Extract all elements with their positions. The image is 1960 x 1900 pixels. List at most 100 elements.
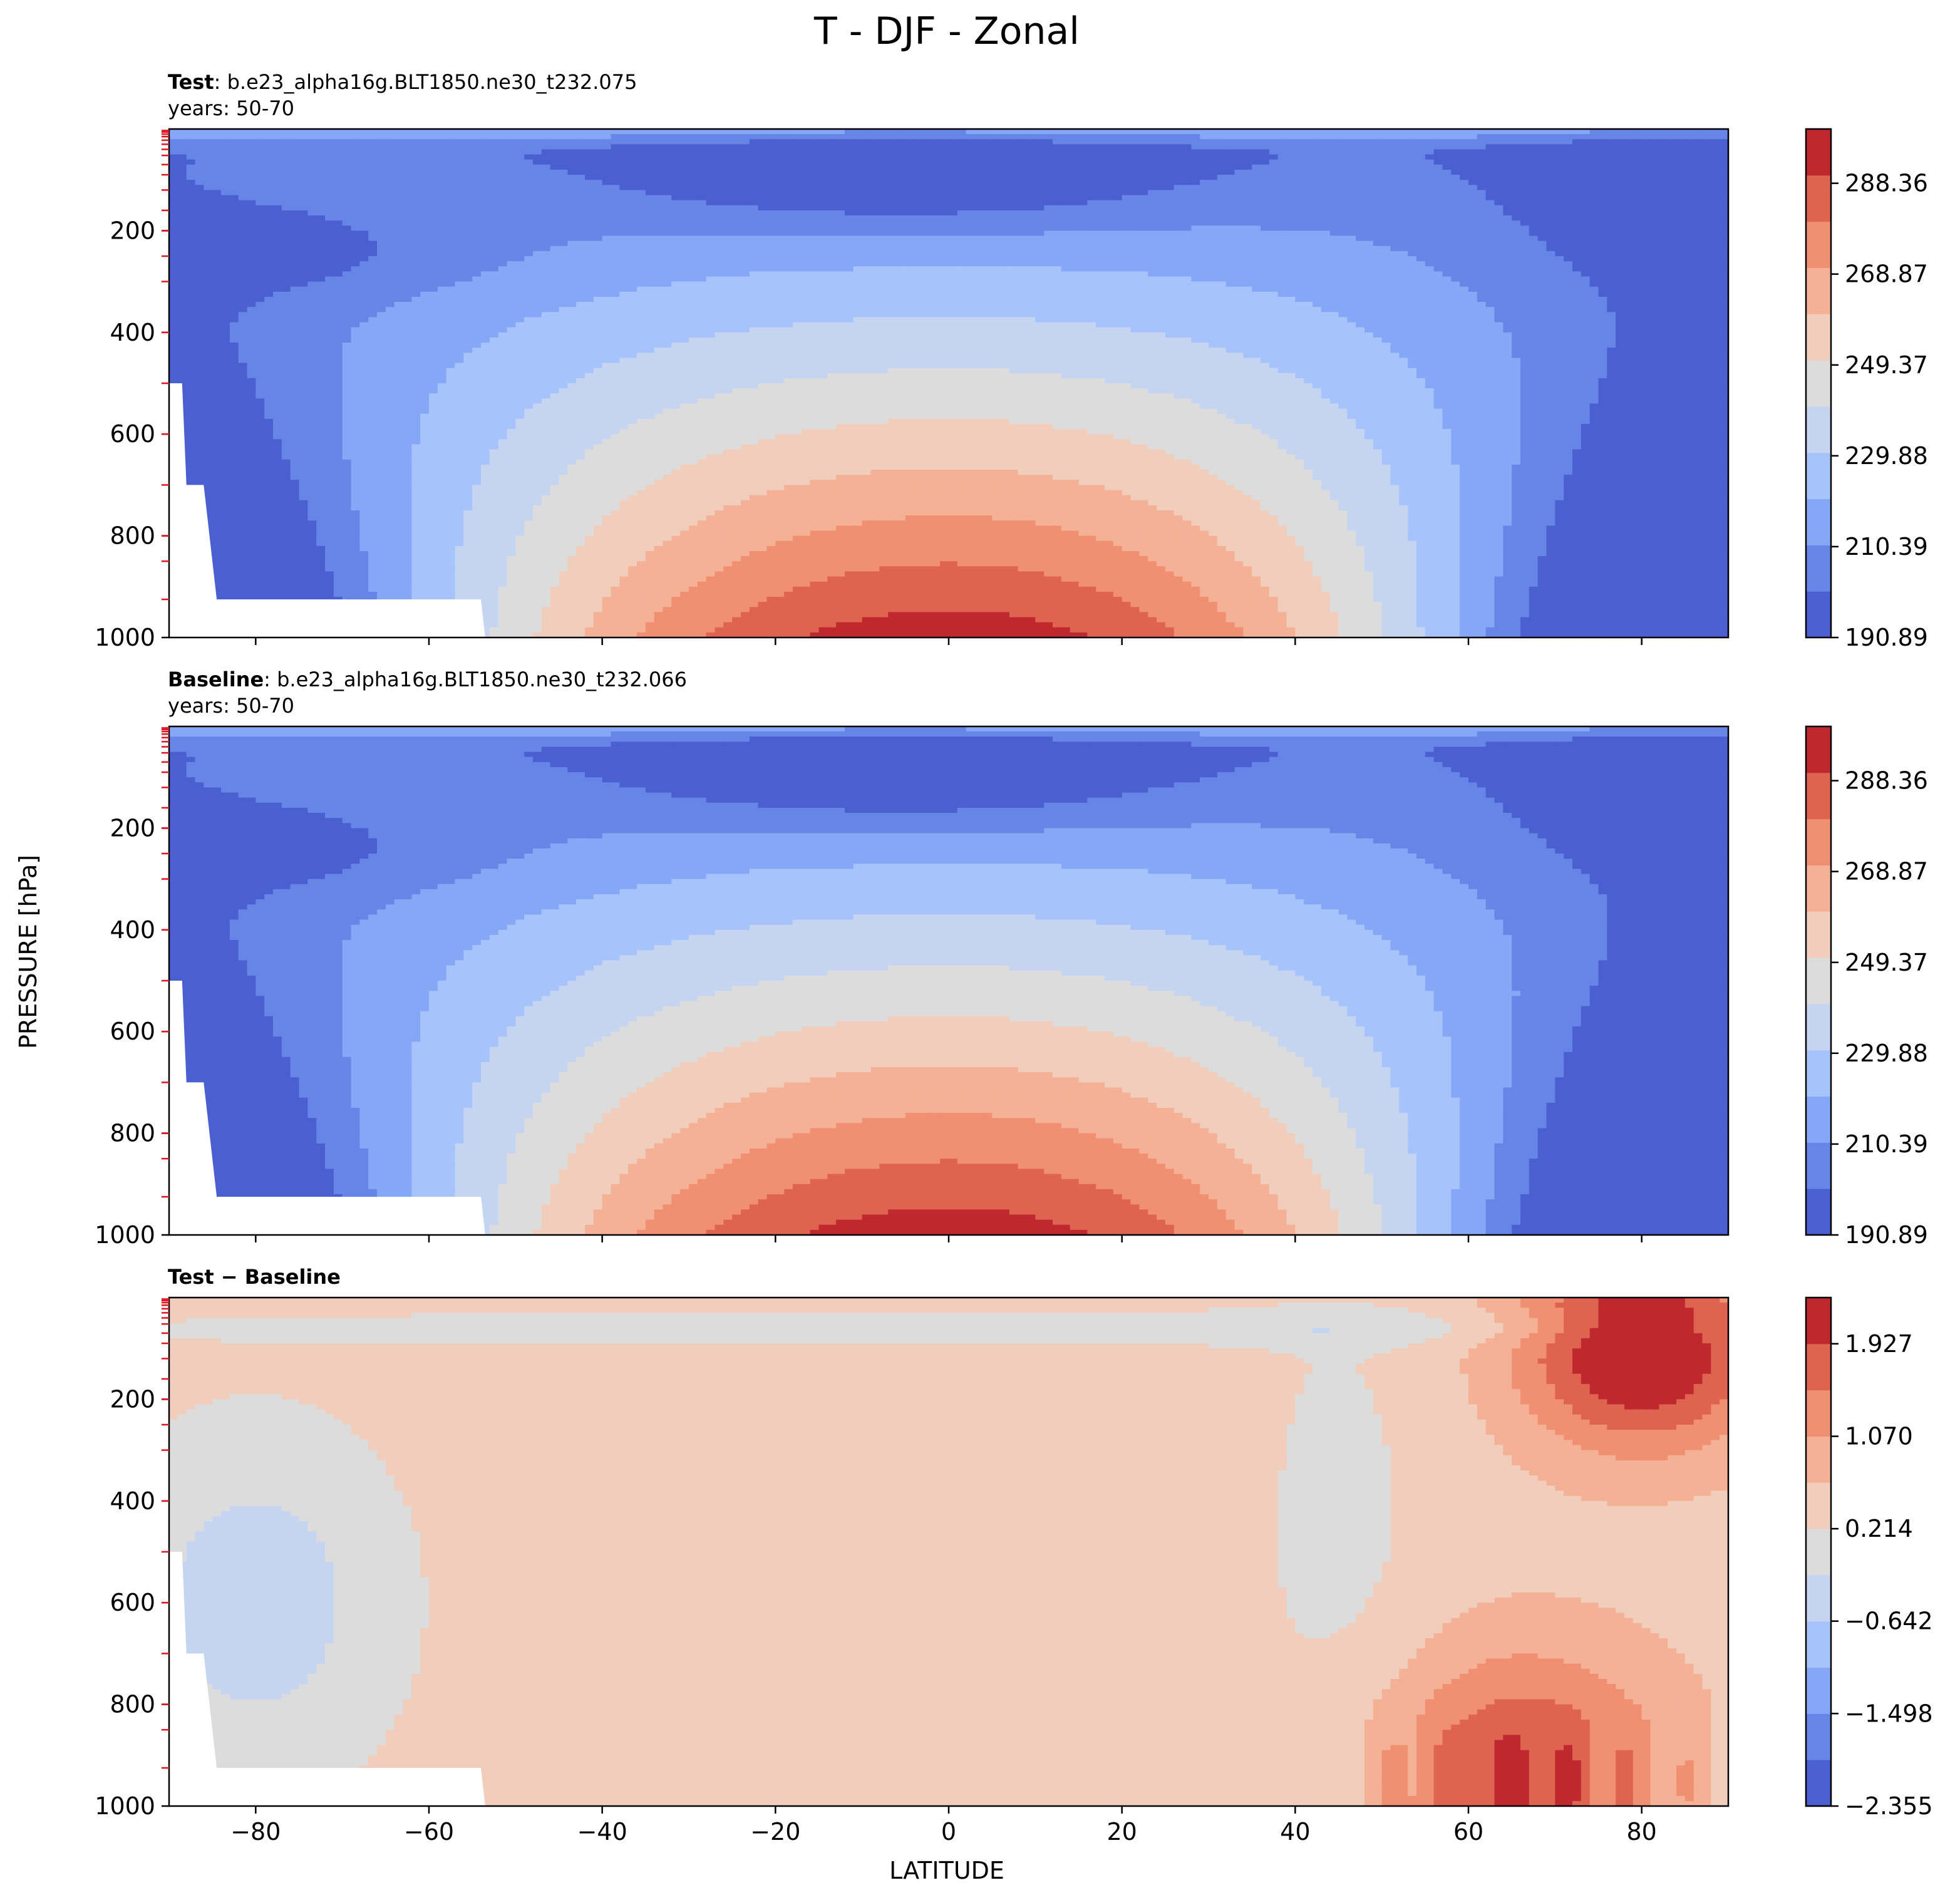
panel-test-cell — [1087, 139, 1096, 145]
panel-test-cell — [507, 180, 516, 185]
panel-test-cell — [368, 180, 378, 185]
panel-test-cell — [1225, 164, 1235, 170]
panel-test-cell — [1425, 245, 1435, 252]
panel-test-cell — [1087, 185, 1096, 191]
panel-test-cell — [1087, 154, 1096, 160]
panel-test-cell — [1105, 185, 1114, 191]
panel-test-cell — [741, 210, 750, 216]
panel-test-cell — [377, 139, 386, 145]
panel-test-cell — [602, 180, 612, 185]
panel-test-cell — [1148, 250, 1157, 257]
panel-test-cell — [420, 215, 430, 221]
panel-test-cell — [1632, 195, 1643, 201]
panel-test-cell — [723, 250, 733, 257]
panel-test-cell — [1529, 235, 1539, 242]
panel-test-cell — [1390, 235, 1400, 242]
panel-test-cell — [818, 164, 828, 170]
panel-test-cell — [1096, 180, 1105, 185]
panel-test-cell — [836, 169, 845, 175]
panel-test-cell — [420, 205, 430, 211]
panel-test-cell — [1607, 225, 1616, 231]
panel-test-cell — [940, 144, 949, 150]
panel-test-cell — [169, 139, 178, 145]
panel-test-cell — [1338, 245, 1348, 252]
panel-test-cell — [1650, 185, 1659, 191]
panel-test-cell — [1408, 210, 1417, 216]
panel-test-cell — [714, 200, 724, 206]
panel-test-cell — [749, 149, 759, 155]
panel-test-cell — [1468, 185, 1478, 191]
panel-test-cell — [845, 256, 854, 262]
panel-test-cell — [1035, 215, 1044, 221]
panel-test-cell — [749, 169, 759, 175]
panel-test-cell — [818, 139, 828, 145]
panel-test-cell — [1616, 210, 1625, 216]
panel-test-cell — [377, 256, 386, 262]
panel-test-cell — [299, 185, 308, 191]
panel-test-cell — [507, 149, 516, 155]
panel-test-cell — [1659, 154, 1668, 160]
panel-test-cell — [810, 169, 820, 175]
panel-test-cell — [974, 266, 984, 272]
panel-test-cell — [1520, 190, 1530, 196]
panel-test-cell — [749, 266, 759, 272]
panel-test-cell — [1390, 256, 1400, 262]
panel-test-cell — [1659, 200, 1668, 206]
panel-test-cell — [1139, 149, 1148, 155]
panel-test-cell — [1632, 245, 1643, 252]
panel-test-cell — [974, 240, 984, 247]
panel-test-cell — [576, 180, 585, 185]
panel-test-cell — [1209, 190, 1218, 196]
panel-test-cell — [1130, 159, 1140, 165]
panel-test-cell — [325, 225, 334, 231]
panel-test-cell — [1711, 129, 1720, 135]
panel-test-cell — [845, 250, 854, 257]
panel-test-cell — [827, 159, 837, 165]
panel-test-cell — [931, 134, 941, 140]
panel-test-cell — [1607, 175, 1616, 180]
panel-test-cell — [429, 230, 438, 237]
panel-test-cell — [784, 180, 793, 185]
panel-test-cell — [732, 266, 741, 272]
panel-test-cell — [1485, 215, 1495, 221]
panel-test-cell — [333, 235, 343, 242]
panel-test-cell — [1321, 225, 1331, 231]
panel-test-cell — [385, 200, 395, 206]
panel-test-cell — [1261, 210, 1270, 216]
panel-test-cell — [628, 144, 637, 150]
panel-test-cell — [204, 144, 213, 150]
panel-test-cell — [1347, 261, 1356, 267]
panel-test-cell — [1390, 149, 1400, 155]
panel-test-cell — [377, 235, 386, 242]
panel-test-cell — [1399, 154, 1408, 160]
panel-test-cell — [663, 190, 672, 196]
panel-test-cell — [714, 190, 724, 196]
panel-test-cell — [758, 235, 768, 242]
panel-test-cell — [1269, 149, 1279, 155]
panel-test-cell — [299, 195, 308, 201]
panel-test-cell — [1122, 240, 1132, 247]
panel-test-cell — [628, 215, 637, 221]
panel-test-cell — [576, 164, 585, 170]
panel-test-cell — [559, 169, 568, 175]
panel-test-cell — [1243, 245, 1252, 252]
panel-test-cell — [1209, 164, 1218, 170]
panel-test-cell — [377, 261, 386, 267]
panel-test-cell — [949, 215, 958, 221]
panel-test-cell — [1702, 195, 1711, 201]
panel-test-cell — [1182, 175, 1192, 180]
panel-test-cell — [1494, 200, 1504, 206]
panel-test-cell — [1485, 261, 1495, 267]
panel-test-cell — [940, 230, 949, 237]
panel-test-cell — [1130, 210, 1140, 216]
panel-test-cell — [1477, 169, 1487, 175]
panel-test-cell — [645, 149, 655, 155]
panel-test-cell — [177, 164, 187, 170]
panel-test-cell — [1693, 245, 1703, 252]
panel-test-cell — [1243, 261, 1252, 267]
panel-test-cell — [1381, 195, 1391, 201]
panel-test-cell — [1485, 180, 1495, 185]
panel-test-cell — [255, 159, 265, 165]
panel-test-cell — [1252, 129, 1261, 135]
panel-test-cell — [1537, 195, 1547, 201]
